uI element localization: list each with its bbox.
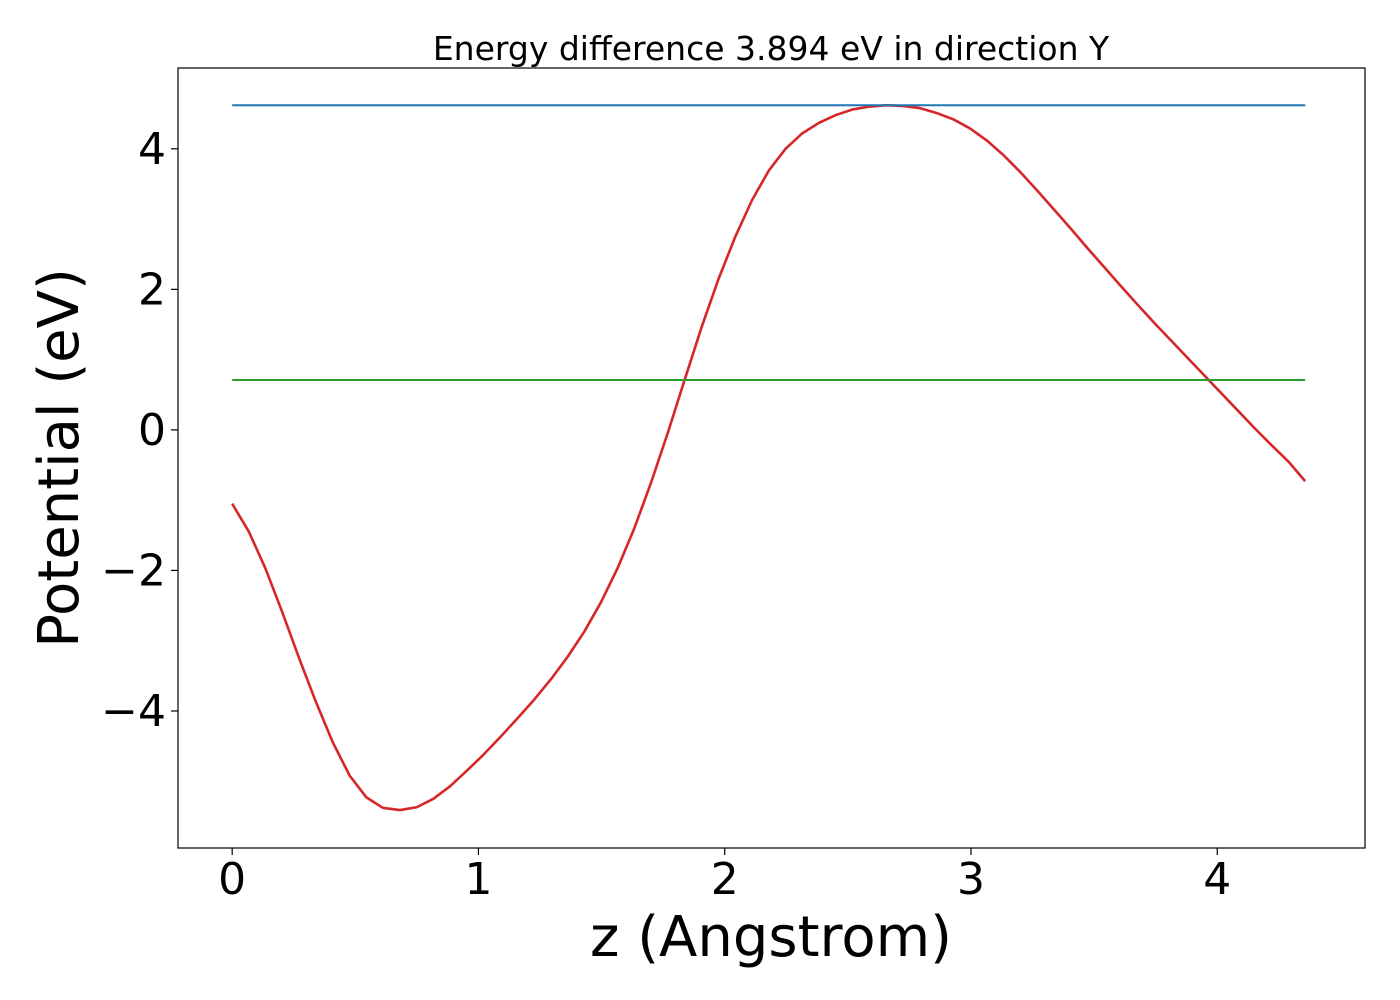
y-tick-label: −2 [101, 545, 166, 596]
y-tick-label: −4 [101, 686, 166, 737]
chart-title: Energy difference 3.894 eV in direction … [433, 29, 1110, 68]
series-line-0 [231, 103, 1307, 812]
x-axis-ticks: 0 1 2 3 4 [218, 848, 1231, 905]
x-tick-label: 2 [711, 854, 739, 905]
y-tick-label: 2 [138, 264, 166, 315]
y-axis-ticks: −4 −2 0 2 4 [101, 124, 178, 737]
x-tick-label: 3 [957, 854, 985, 905]
y-tick-label: 4 [138, 124, 166, 175]
y-tick-label: 0 [138, 405, 166, 456]
series-layer [231, 103, 1307, 812]
x-tick-label: 4 [1203, 854, 1231, 905]
x-tick-label: 1 [464, 854, 492, 905]
y-axis-label: Potential (eV) [27, 268, 92, 648]
x-axis-label: z (Angstrom) [590, 905, 952, 970]
x-tick-label: 0 [218, 854, 246, 905]
plot-area-frame [177, 67, 1366, 849]
